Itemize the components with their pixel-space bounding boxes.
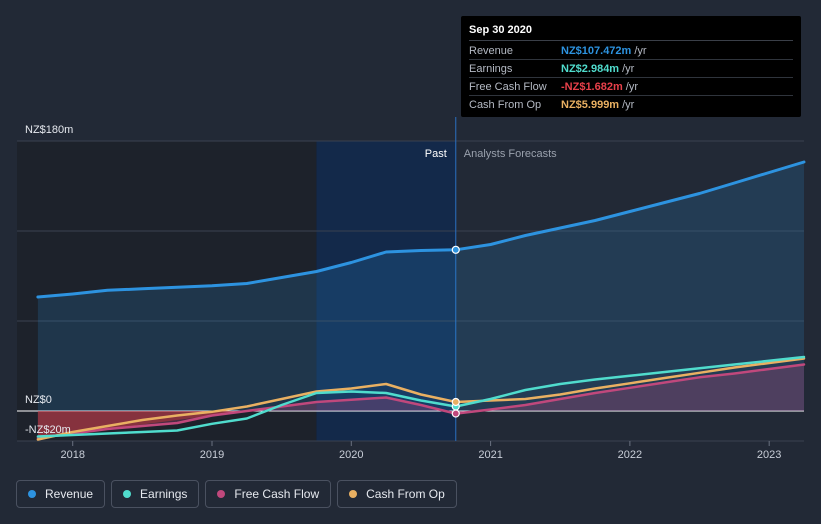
- y-axis-label: NZ$0: [25, 394, 52, 406]
- tooltip-unit: /yr: [622, 99, 634, 111]
- tooltip-label: Revenue: [469, 45, 561, 57]
- x-tick-label: 2020: [339, 449, 363, 461]
- tooltip-label: Cash From Op: [469, 99, 561, 111]
- x-tick-label: 2022: [618, 449, 642, 461]
- tooltip-value: NZ$107.472m: [561, 45, 631, 57]
- legend-dot-icon: [28, 490, 36, 498]
- x-tick-label: 2018: [60, 449, 84, 461]
- tooltip-date: Sep 30 2020: [469, 24, 793, 41]
- x-tick-label: 2021: [478, 449, 502, 461]
- tooltip-label: Free Cash Flow: [469, 81, 561, 93]
- legend-label: Revenue: [45, 487, 93, 501]
- tooltip-row-earnings: Earnings NZ$2.984m /yr: [469, 60, 793, 78]
- y-axis-label: -NZ$20m: [25, 424, 71, 436]
- legend-label: Earnings: [140, 487, 187, 501]
- data-tooltip: Sep 30 2020 Revenue NZ$107.472m /yr Earn…: [461, 16, 801, 117]
- legend-revenue-button[interactable]: Revenue: [16, 480, 105, 508]
- y-axis-label: NZ$180m: [25, 124, 73, 136]
- legend-cash-from-op-button[interactable]: Cash From Op: [337, 480, 457, 508]
- legend-label: Free Cash Flow: [234, 487, 319, 501]
- tooltip-unit: /yr: [622, 63, 634, 75]
- tooltip-unit: /yr: [626, 81, 638, 93]
- tooltip-row-cash-from-op: Cash From Op NZ$5.999m /yr: [469, 96, 793, 113]
- cash-from-op-marker: [452, 399, 459, 406]
- x-tick-label: 2023: [757, 449, 781, 461]
- tooltip-row-free-cash-flow: Free Cash Flow -NZ$1.682m /yr: [469, 78, 793, 96]
- legend-free-cash-flow-button[interactable]: Free Cash Flow: [205, 480, 331, 508]
- legend-dot-icon: [217, 490, 225, 498]
- legend-dot-icon: [349, 490, 357, 498]
- tooltip-row-revenue: Revenue NZ$107.472m /yr: [469, 42, 793, 60]
- revenue-marker: [452, 246, 459, 253]
- legend-label: Cash From Op: [366, 487, 445, 501]
- past-label: Past: [425, 148, 447, 160]
- chart-legend: Revenue Earnings Free Cash Flow Cash Fro…: [16, 480, 457, 508]
- tooltip-value: NZ$2.984m: [561, 63, 619, 75]
- tooltip-unit: /yr: [634, 45, 646, 57]
- legend-earnings-button[interactable]: Earnings: [111, 480, 199, 508]
- tooltip-label: Earnings: [469, 63, 561, 75]
- analysts-forecasts-label: Analysts Forecasts: [464, 148, 557, 160]
- x-tick-label: 2019: [200, 449, 224, 461]
- tooltip-value: NZ$5.999m: [561, 99, 619, 111]
- free-cash-flow-marker: [452, 410, 459, 417]
- tooltip-value: -NZ$1.682m: [561, 81, 623, 93]
- legend-dot-icon: [123, 490, 131, 498]
